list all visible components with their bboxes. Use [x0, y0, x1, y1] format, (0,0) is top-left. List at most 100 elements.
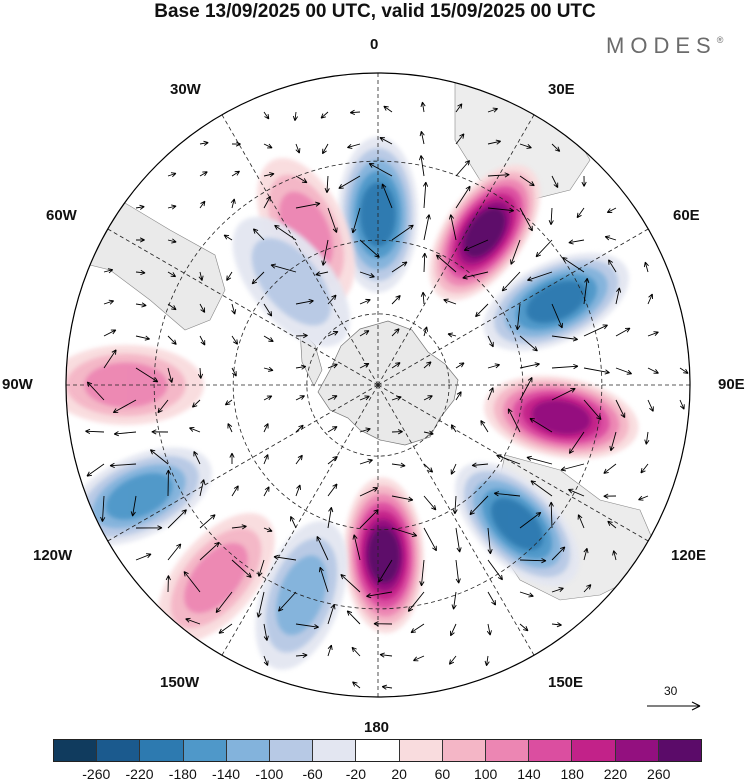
wind-arrow — [487, 139, 501, 145]
wind-arrow — [452, 495, 458, 515]
wind-arrow — [487, 559, 503, 581]
wind-arrow — [199, 200, 206, 209]
wind-arrow — [455, 103, 463, 113]
wind-arrow — [193, 451, 201, 465]
wind-arrow — [423, 214, 431, 241]
wind-arrow — [327, 426, 338, 433]
anomaly-center — [343, 477, 425, 634]
wind-arrow — [679, 367, 689, 374]
wind-arrow — [327, 294, 337, 305]
wind-arrow — [577, 514, 585, 529]
colorbar-swatch — [54, 740, 98, 761]
wind-arrow — [327, 644, 333, 657]
wind-arrow — [450, 623, 457, 637]
wind-arrow — [583, 547, 589, 561]
wind-arrow — [462, 271, 489, 280]
wind-arrow — [381, 684, 393, 690]
wind-arrow — [295, 175, 308, 184]
wind-arrow — [263, 366, 274, 372]
wind-arrow — [551, 335, 579, 342]
wind-arrow — [351, 207, 361, 234]
wind-arrow — [366, 591, 393, 599]
wind-arrow — [422, 252, 428, 273]
wind-arrow — [359, 298, 371, 305]
anomaly-center — [157, 512, 275, 644]
lon-label-30e: 30E — [548, 81, 575, 98]
wind-arrow — [100, 495, 106, 522]
wind-arrow — [615, 287, 622, 305]
wind-arrow — [263, 111, 270, 120]
wind-arrow — [391, 362, 401, 369]
wind-arrow — [198, 271, 204, 281]
wind-arrow — [551, 622, 562, 628]
wind-arrow — [487, 363, 500, 369]
wind-arrow — [340, 574, 361, 593]
wind-arrow — [359, 427, 371, 433]
wind-arrow — [135, 335, 150, 341]
wind-arrow — [231, 303, 237, 315]
wind-arrow — [224, 399, 233, 406]
meridian — [377, 228, 649, 386]
wind-arrow — [327, 604, 336, 625]
colorbar-swatch — [183, 740, 227, 761]
wind-arrow — [86, 463, 105, 477]
meridian — [377, 114, 535, 386]
wind-arrow — [378, 559, 393, 583]
wind-arrow — [463, 239, 489, 252]
wind-arrow — [496, 454, 521, 465]
wind-arrow — [251, 271, 265, 285]
wind-arrow — [229, 452, 235, 465]
wind-arrow — [391, 224, 414, 241]
wind-arrow — [535, 239, 553, 258]
wind-arrow — [135, 269, 146, 276]
wind-arrow — [455, 362, 465, 369]
wind-arrow — [519, 335, 538, 352]
wind-arrow — [263, 335, 274, 343]
wind-arrow — [103, 349, 117, 369]
colorbar-tick-label: -180 — [168, 766, 197, 782]
wind-arrow — [455, 527, 462, 553]
wind-arrow — [112, 399, 137, 414]
wind-arrow — [359, 271, 375, 278]
wind-arrow — [643, 261, 649, 273]
wind-arrow — [295, 201, 321, 209]
anomaly-center — [66, 345, 205, 425]
wind-arrow — [252, 228, 265, 241]
wind-arrow — [327, 456, 338, 465]
wind-arrow — [327, 330, 339, 337]
wind-arrow — [352, 681, 361, 689]
wind-arrow — [647, 293, 654, 305]
wind-arrow — [135, 204, 145, 210]
wind-arrow — [295, 454, 303, 465]
wind-arrow — [609, 431, 617, 452]
wind-arrow — [510, 239, 521, 265]
wind-arrow — [583, 367, 610, 375]
wind-arrow — [315, 271, 329, 277]
meridian — [107, 228, 379, 386]
colorbar-tick-label: 140 — [517, 766, 541, 782]
wind-arrow — [519, 175, 535, 187]
wind-arrow — [606, 207, 617, 213]
wind-arrow — [295, 623, 319, 630]
lon-label-90e: 90E — [718, 376, 745, 393]
wind-arrow — [644, 431, 650, 445]
wind-arrow — [359, 362, 370, 369]
wind-arrow — [640, 463, 649, 474]
wind-arrow — [475, 303, 489, 318]
wind-arrow — [263, 423, 269, 433]
wind-arrow — [638, 495, 649, 501]
lon-label-60w: 60W — [46, 207, 77, 224]
colorbar-swatch — [486, 740, 530, 761]
wind-arrow — [199, 514, 216, 529]
colorbar-tick-label: -140 — [212, 766, 241, 782]
wind-arrow — [327, 363, 338, 369]
wind-arrow — [487, 387, 494, 401]
wind-arrow — [230, 198, 236, 209]
wind-arrow — [530, 480, 553, 497]
colorbar-swatch — [356, 740, 400, 761]
colorbar-swatch — [140, 740, 184, 761]
wind-arrow — [519, 511, 542, 529]
wind-arrow — [487, 172, 510, 178]
colorbar-swatch — [97, 740, 141, 761]
wind-arrow — [647, 367, 659, 374]
